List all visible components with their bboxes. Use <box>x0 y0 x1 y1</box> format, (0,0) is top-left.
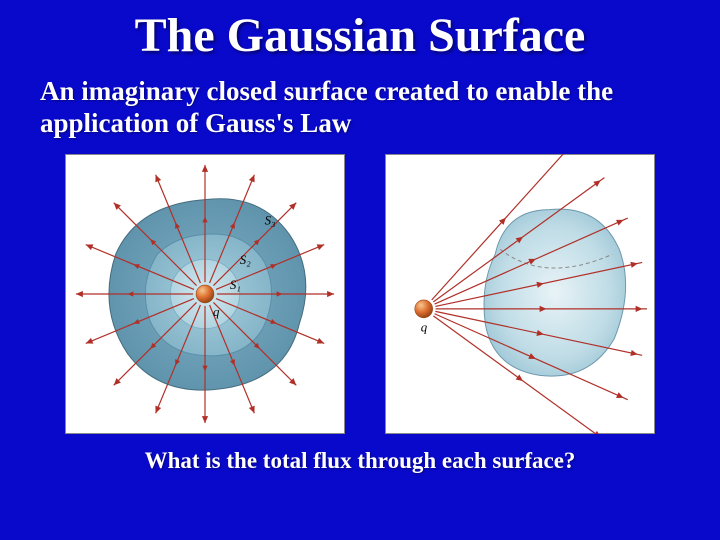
charge-left <box>196 285 214 303</box>
slide-title: The Gaussian Surface <box>30 8 690 63</box>
slide-question: What is the total flux through each surf… <box>30 448 690 474</box>
label-s1: S₁ <box>230 278 241 292</box>
slide: The Gaussian Surface An imaginary closed… <box>0 0 720 540</box>
charge-right <box>415 300 433 318</box>
label-s2: S₂ <box>240 253 251 267</box>
label-q-right: q <box>421 320 428 334</box>
figures-row: S₃ S₂ S₁ q <box>30 154 690 434</box>
surface-blob <box>484 209 626 376</box>
right-diagram-svg: q <box>386 154 654 434</box>
left-diagram-svg: S₃ S₂ S₁ q <box>66 154 344 434</box>
label-q-left: q <box>213 305 220 319</box>
left-diagram: S₃ S₂ S₁ q <box>65 154 345 434</box>
label-s3: S₃ <box>265 213 276 227</box>
right-diagram: q <box>385 154 655 434</box>
slide-subtitle: An imaginary closed surface created to e… <box>30 75 690 140</box>
